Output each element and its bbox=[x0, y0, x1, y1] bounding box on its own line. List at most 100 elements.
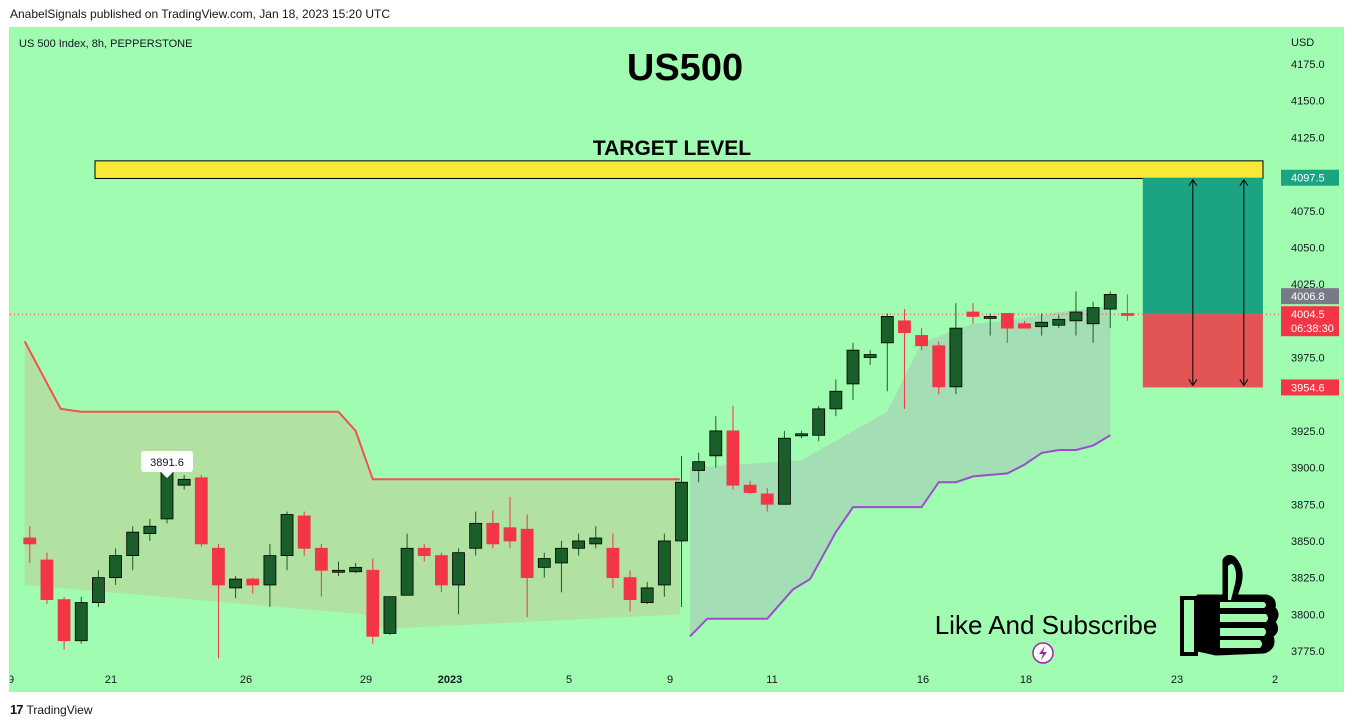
candle[interactable] bbox=[606, 533, 620, 588]
candle-body[interactable] bbox=[23, 537, 37, 545]
candle[interactable] bbox=[503, 496, 517, 549]
candle-body[interactable] bbox=[469, 522, 483, 549]
candle-body[interactable] bbox=[623, 577, 637, 601]
candle[interactable] bbox=[1069, 291, 1083, 336]
candle-body[interactable] bbox=[966, 311, 980, 317]
candle-body[interactable] bbox=[1069, 311, 1083, 322]
candle-body[interactable] bbox=[177, 478, 191, 486]
candle-body[interactable] bbox=[983, 316, 997, 319]
support-line[interactable] bbox=[689, 434, 1111, 638]
candle-body[interactable] bbox=[366, 569, 380, 637]
last-price-tag[interactable]: 4004.5 06:38:30 bbox=[1281, 306, 1339, 337]
candle[interactable] bbox=[657, 533, 671, 597]
candle[interactable] bbox=[1035, 313, 1049, 336]
stop-price-tag[interactable]: 3954.6 bbox=[1281, 379, 1339, 396]
candle[interactable] bbox=[795, 430, 808, 439]
candle-body[interactable] bbox=[726, 430, 740, 486]
candle-body[interactable] bbox=[520, 528, 534, 579]
candle-body[interactable] bbox=[297, 515, 311, 549]
candle-body[interactable] bbox=[863, 354, 877, 358]
candle-body[interactable] bbox=[263, 555, 277, 586]
ask-price-tag[interactable]: 4006.8 bbox=[1281, 288, 1339, 305]
candle-body[interactable] bbox=[709, 430, 723, 457]
candle-body[interactable] bbox=[1121, 313, 1134, 316]
target-level-band[interactable] bbox=[94, 160, 1264, 179]
candle-body[interactable] bbox=[555, 547, 568, 564]
candle[interactable] bbox=[74, 596, 88, 644]
candle[interactable] bbox=[915, 328, 928, 351]
candle-body[interactable] bbox=[280, 514, 294, 557]
candle[interactable] bbox=[452, 548, 465, 615]
candle-body[interactable] bbox=[349, 566, 363, 573]
candle-body[interactable] bbox=[160, 471, 174, 520]
candle[interactable] bbox=[863, 350, 877, 365]
candle[interactable] bbox=[400, 533, 414, 596]
candle[interactable] bbox=[40, 552, 54, 605]
candle-body[interactable] bbox=[657, 540, 671, 586]
candle[interactable] bbox=[349, 562, 363, 574]
candle[interactable] bbox=[932, 341, 946, 395]
candle-body[interactable] bbox=[898, 320, 911, 333]
candle-body[interactable] bbox=[1035, 321, 1049, 328]
candle[interactable] bbox=[1121, 294, 1134, 321]
candle-body[interactable] bbox=[452, 552, 465, 586]
candle-body[interactable] bbox=[760, 493, 774, 505]
candle-body[interactable] bbox=[400, 547, 414, 596]
candle[interactable] bbox=[280, 511, 294, 571]
candle-body[interactable] bbox=[743, 484, 757, 493]
candle[interactable] bbox=[92, 570, 105, 607]
candle[interactable] bbox=[469, 511, 483, 556]
candle[interactable] bbox=[692, 452, 706, 483]
candle-body[interactable] bbox=[1018, 323, 1031, 329]
candle-body[interactable] bbox=[212, 547, 225, 586]
price-axis[interactable]: USD 4175.0 4150.0 4125.0 4075.0 4050.0 4025.0… bbox=[1281, 37, 1339, 658]
target-price-tag[interactable]: 4097.5 bbox=[1281, 169, 1339, 186]
candle[interactable] bbox=[623, 570, 637, 612]
candle[interactable] bbox=[212, 543, 225, 659]
candle[interactable] bbox=[177, 474, 191, 490]
candle[interactable] bbox=[880, 313, 894, 392]
candle-body[interactable] bbox=[572, 540, 585, 549]
candle-body[interactable] bbox=[143, 525, 157, 535]
candle[interactable] bbox=[846, 342, 860, 401]
candle-body[interactable] bbox=[880, 316, 894, 344]
candle[interactable] bbox=[966, 303, 980, 324]
candle-body[interactable] bbox=[778, 437, 791, 505]
candle-body[interactable] bbox=[246, 578, 260, 586]
candle[interactable] bbox=[434, 552, 448, 593]
candle[interactable] bbox=[417, 543, 431, 562]
loss-zone[interactable] bbox=[1142, 314, 1263, 388]
candle[interactable] bbox=[675, 455, 688, 607]
candle[interactable] bbox=[366, 558, 380, 644]
candle-body[interactable] bbox=[675, 481, 688, 542]
candle[interactable] bbox=[589, 526, 603, 549]
candle[interactable] bbox=[229, 576, 243, 599]
candle[interactable] bbox=[983, 313, 997, 336]
candle-body[interactable] bbox=[417, 547, 431, 557]
candle-body[interactable] bbox=[486, 522, 500, 545]
candle[interactable] bbox=[332, 561, 345, 577]
candle[interactable] bbox=[194, 474, 208, 547]
candle-body[interactable] bbox=[640, 587, 654, 603]
candlestick-chart[interactable]: TARGET LEVEL US500 US 500 Index, 8h, PEP… bbox=[8, 28, 1345, 693]
candle[interactable] bbox=[520, 514, 534, 618]
candle[interactable] bbox=[778, 430, 791, 505]
time-axis[interactable]: 9 21 26 29 2023 5 9 11 16 18 23 2 bbox=[8, 674, 1278, 686]
candle-body[interactable] bbox=[194, 477, 208, 545]
candle[interactable] bbox=[57, 596, 71, 650]
candle[interactable] bbox=[760, 488, 774, 512]
candle[interactable] bbox=[126, 526, 140, 571]
candle-body[interactable] bbox=[229, 578, 243, 589]
candle[interactable] bbox=[640, 582, 654, 605]
candle-body[interactable] bbox=[795, 433, 808, 437]
candle-body[interactable] bbox=[846, 349, 860, 385]
candle-body[interactable] bbox=[314, 547, 328, 571]
candle[interactable] bbox=[314, 543, 328, 597]
candle[interactable] bbox=[555, 540, 568, 593]
candle-body[interactable] bbox=[1103, 293, 1117, 310]
candle-body[interactable] bbox=[109, 555, 122, 579]
footer-brand[interactable]: TradingView bbox=[26, 702, 93, 717]
candle-body[interactable] bbox=[40, 559, 54, 601]
candle-body[interactable] bbox=[949, 327, 963, 388]
chart-frame[interactable]: TARGET LEVEL US500 US 500 Index, 8h, PEP… bbox=[8, 27, 1345, 693]
